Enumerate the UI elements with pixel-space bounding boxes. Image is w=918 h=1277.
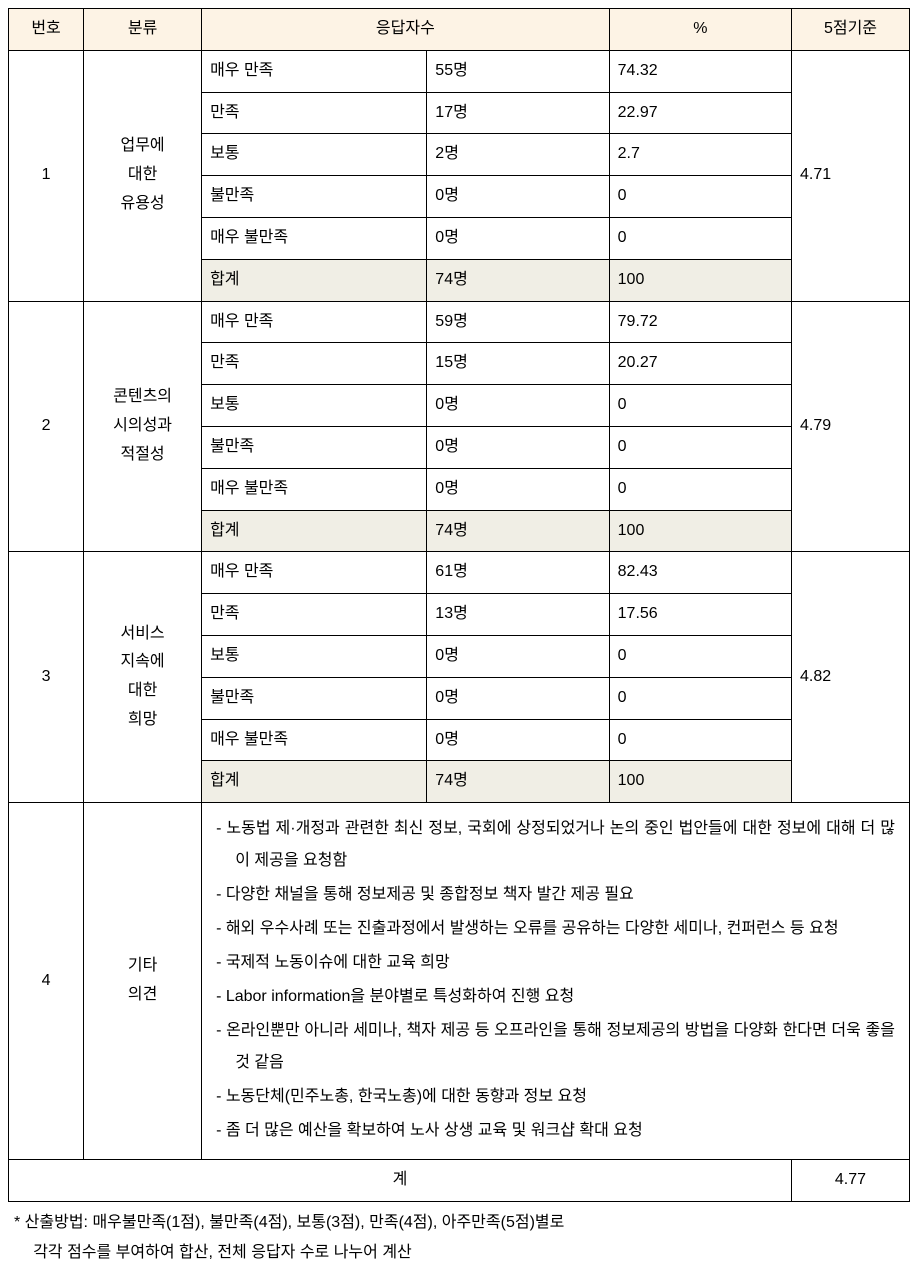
response-percent: 100 (609, 259, 791, 301)
response-percent: 0 (609, 176, 791, 218)
survey-results-table: 번호 분류 응답자수 % 5점기준 1업무에대한유용성매우 만족55명74.32… (8, 8, 910, 1202)
response-count: 0명 (427, 385, 609, 427)
response-label: 매우 만족 (202, 301, 427, 343)
table-row: 2콘텐츠의시의성과적절성매우 만족59명79.724.79 (9, 301, 910, 343)
response-percent: 2.7 (609, 134, 791, 176)
response-percent: 0 (609, 677, 791, 719)
comments-category: 기타의견 (84, 803, 202, 1160)
section-num: 2 (9, 301, 84, 552)
response-count: 17명 (427, 92, 609, 134)
section-category: 서비스지속에대한희망 (84, 552, 202, 803)
response-percent: 17.56 (609, 594, 791, 636)
header-category: 분류 (84, 9, 202, 51)
response-label: 합계 (202, 259, 427, 301)
footnote-line1: * 산출방법: 매우불만족(1점), 불만족(4점), 보통(3점), 만족(4… (14, 1208, 904, 1238)
response-percent: 22.97 (609, 92, 791, 134)
comments-row: 4기타의견- 노동법 제·개정과 관련한 최신 정보, 국회에 상정되었거나 논… (9, 803, 910, 1160)
comment-item: - 노동단체(민주노총, 한국노총)에 대한 동향과 정보 요청 (216, 1081, 895, 1113)
response-count: 59명 (427, 301, 609, 343)
response-label: 보통 (202, 134, 427, 176)
response-count: 74명 (427, 761, 609, 803)
comments-content: - 노동법 제·개정과 관련한 최신 정보, 국회에 상정되었거나 논의 중인 … (202, 803, 910, 1160)
response-count: 0명 (427, 468, 609, 510)
response-percent: 100 (609, 761, 791, 803)
comment-item: - 온라인뿐만 아니라 세미나, 책자 제공 등 오프라인을 통해 정보제공의 … (216, 1015, 895, 1079)
response-label: 만족 (202, 594, 427, 636)
response-percent: 74.32 (609, 50, 791, 92)
response-count: 55명 (427, 50, 609, 92)
response-count: 15명 (427, 343, 609, 385)
table-row: 1업무에대한유용성매우 만족55명74.324.71 (9, 50, 910, 92)
table-row: 3서비스지속에대한희망매우 만족61명82.434.82 (9, 552, 910, 594)
response-percent: 20.27 (609, 343, 791, 385)
header-responses: 응답자수 (202, 9, 610, 51)
response-label: 보통 (202, 385, 427, 427)
summary-score: 4.77 (791, 1160, 909, 1202)
response-percent: 82.43 (609, 552, 791, 594)
response-label: 매우 만족 (202, 552, 427, 594)
response-percent: 0 (609, 468, 791, 510)
comment-item: - 해외 우수사례 또는 진출과정에서 발생하는 오류를 공유하는 다양한 세미… (216, 913, 895, 945)
section-score: 4.79 (791, 301, 909, 552)
response-count: 61명 (427, 552, 609, 594)
response-label: 불만족 (202, 176, 427, 218)
response-count: 0명 (427, 719, 609, 761)
response-label: 불만족 (202, 677, 427, 719)
response-count: 2명 (427, 134, 609, 176)
response-percent: 0 (609, 385, 791, 427)
header-score: 5점기준 (791, 9, 909, 51)
response-label: 매우 불만족 (202, 719, 427, 761)
section-category: 업무에대한유용성 (84, 50, 202, 301)
response-label: 합계 (202, 510, 427, 552)
response-label: 불만족 (202, 426, 427, 468)
response-percent: 79.72 (609, 301, 791, 343)
response-count: 0명 (427, 677, 609, 719)
response-label: 합계 (202, 761, 427, 803)
comment-item: - 국제적 노동이슈에 대한 교육 희망 (216, 947, 895, 979)
summary-row: 계4.77 (9, 1160, 910, 1202)
footnote: * 산출방법: 매우불만족(1점), 불만족(4점), 보통(3점), 만족(4… (8, 1208, 910, 1269)
response-count: 74명 (427, 510, 609, 552)
response-count: 13명 (427, 594, 609, 636)
section-category: 콘텐츠의시의성과적절성 (84, 301, 202, 552)
response-label: 보통 (202, 635, 427, 677)
header-percent: % (609, 9, 791, 51)
response-count: 0명 (427, 217, 609, 259)
response-percent: 0 (609, 635, 791, 677)
section-score: 4.71 (791, 50, 909, 301)
section-num: 3 (9, 552, 84, 803)
response-count: 0명 (427, 426, 609, 468)
response-percent: 0 (609, 426, 791, 468)
response-count: 0명 (427, 176, 609, 218)
comment-item: - 좀 더 많은 예산을 확보하여 노사 상생 교육 및 워크샵 확대 요청 (216, 1115, 895, 1147)
response-label: 만족 (202, 343, 427, 385)
response-label: 만족 (202, 92, 427, 134)
response-label: 매우 불만족 (202, 217, 427, 259)
response-label: 매우 불만족 (202, 468, 427, 510)
footnote-line2: 각각 점수를 부여하여 합산, 전체 응답자 수로 나누어 계산 (14, 1238, 904, 1268)
header-row: 번호 분류 응답자수 % 5점기준 (9, 9, 910, 51)
response-count: 74명 (427, 259, 609, 301)
section-num: 1 (9, 50, 84, 301)
section-score: 4.82 (791, 552, 909, 803)
response-percent: 0 (609, 719, 791, 761)
response-percent: 0 (609, 217, 791, 259)
response-count: 0명 (427, 635, 609, 677)
response-label: 매우 만족 (202, 50, 427, 92)
header-num: 번호 (9, 9, 84, 51)
response-percent: 100 (609, 510, 791, 552)
comment-item: - Labor information을 분야별로 특성화하여 진행 요청 (216, 981, 895, 1013)
comment-item: - 다양한 채널을 통해 정보제공 및 종합정보 책자 발간 제공 필요 (216, 879, 895, 911)
comments-num: 4 (9, 803, 84, 1160)
comment-item: - 노동법 제·개정과 관련한 최신 정보, 국회에 상정되었거나 논의 중인 … (216, 813, 895, 877)
summary-label: 계 (9, 1160, 792, 1202)
